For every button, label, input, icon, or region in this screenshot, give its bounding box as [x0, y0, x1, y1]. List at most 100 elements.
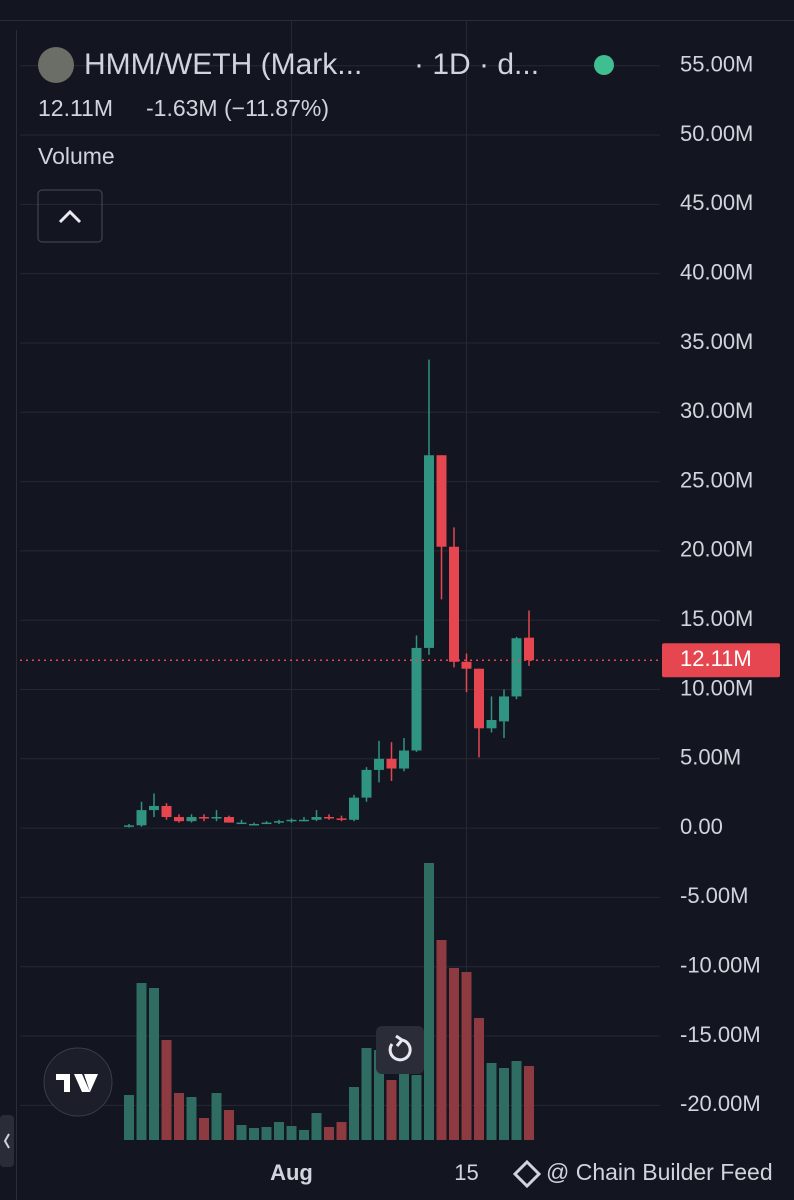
volume-bar: [161, 1040, 172, 1140]
y-tick-label: 10.00M: [680, 675, 753, 700]
indicator-name[interactable]: Volume: [38, 143, 115, 169]
candle-body: [324, 817, 334, 819]
watermark-icon: [512, 1159, 542, 1189]
volume-bar: [424, 863, 434, 1140]
volume-bar: [261, 1127, 272, 1140]
volume-bar: [461, 972, 472, 1140]
candle-body: [486, 720, 497, 729]
volume-bar: [411, 1075, 422, 1140]
tv-logo-mark: [56, 1074, 98, 1092]
candle-body: [311, 817, 322, 820]
y-tick-label: 55.00M: [680, 52, 753, 77]
volume-bar: [311, 1113, 322, 1140]
y-tick-label: 15.00M: [680, 606, 753, 631]
volume-bar: [124, 1095, 134, 1140]
volume-bar: [349, 1087, 359, 1140]
candle-body: [499, 696, 509, 722]
symbol-title[interactable]: HMM/WETH (Mark...: [84, 48, 362, 81]
volume-bar: [274, 1122, 284, 1140]
candle-body: [236, 822, 247, 825]
y-tick-label: 45.00M: [680, 190, 753, 215]
candle-body: [299, 819, 309, 822]
change: -1.63M (−11.87%): [146, 95, 329, 121]
last-value: 12.11M: [38, 95, 113, 121]
candle-body: [174, 817, 184, 822]
candle-body: [461, 661, 472, 669]
candle-body: [136, 810, 147, 826]
y-tick-label: 25.00M: [680, 467, 753, 492]
chevron-icon: [58, 209, 82, 224]
volume-bar: [486, 1063, 497, 1140]
symbol-logo: [38, 47, 74, 83]
volume-bar: [499, 1068, 509, 1140]
side-handle[interactable]: [0, 1115, 14, 1167]
candle-body: [186, 817, 197, 822]
volume-bar: [361, 1048, 372, 1140]
candle-body: [524, 637, 534, 661]
candle-body: [424, 455, 434, 648]
collapse-button[interactable]: [37, 189, 103, 243]
candle-body: [249, 823, 259, 826]
grid: [20, 20, 660, 1140]
x-tick-label: 15: [454, 1160, 478, 1185]
y-tick-label: 40.00M: [680, 259, 753, 284]
candle-body: [224, 817, 234, 823]
reset-button[interactable]: [376, 1026, 424, 1074]
candle-body: [336, 818, 347, 820]
volume-bar: [211, 1093, 222, 1140]
volume-bar: [399, 1045, 409, 1140]
watermark: @ Chain Builder Feed: [546, 1159, 773, 1185]
volume-bar: [524, 1066, 534, 1140]
volume-bar: [511, 1061, 522, 1140]
volume-bar: [386, 1080, 397, 1140]
volume-bar: [336, 1122, 347, 1140]
volume-bar: [286, 1126, 297, 1140]
volume-bar: [324, 1127, 334, 1140]
candle-body: [436, 455, 447, 547]
y-tick-label: 20.00M: [680, 537, 753, 562]
status-dot: [594, 55, 614, 75]
y-tick-label: -5.00M: [680, 883, 748, 908]
top-border: [0, 20, 794, 21]
volume-bar: [199, 1118, 209, 1140]
candle-body: [274, 821, 284, 823]
candle-body: [386, 758, 397, 769]
volume-bar: [136, 983, 147, 1140]
candle-body: [374, 758, 384, 770]
candle-body: [124, 825, 134, 827]
candle-body: [449, 546, 459, 662]
volume-bar: [436, 940, 447, 1140]
volume-bar: [299, 1130, 309, 1140]
y-tick-label: 0.00: [680, 814, 723, 839]
candle-body: [361, 769, 372, 798]
candle-body: [286, 819, 297, 822]
y-tick-label: -20.00M: [680, 1091, 761, 1116]
y-tick-label: 50.00M: [680, 121, 753, 146]
y-tick-label: -15.00M: [680, 1022, 761, 1047]
volume-bar: [249, 1128, 259, 1140]
candle-body: [211, 817, 222, 819]
interval[interactable]: · 1D · d...: [414, 48, 539, 81]
x-tick-label: Aug: [270, 1160, 313, 1185]
volume-bar: [186, 1097, 197, 1140]
y-tick-label: 30.00M: [680, 398, 753, 423]
volume-bar: [449, 968, 459, 1140]
y-tick-label: -10.00M: [680, 953, 761, 978]
candle-body: [474, 668, 484, 729]
candle-body: [349, 797, 359, 820]
y-tick-label: 5.00M: [680, 745, 741, 770]
volume-bar: [149, 988, 159, 1140]
candle-body: [399, 750, 409, 769]
candle-body: [149, 805, 159, 811]
volume-bar: [174, 1093, 184, 1140]
last-price-badge: [662, 643, 780, 678]
candle-body: [199, 817, 209, 819]
left-border: [16, 30, 17, 1200]
candle-body: [261, 822, 272, 825]
volume-bar: [474, 1018, 484, 1140]
volume-bar: [374, 1050, 384, 1140]
side-handle-icon: [3, 1133, 10, 1149]
